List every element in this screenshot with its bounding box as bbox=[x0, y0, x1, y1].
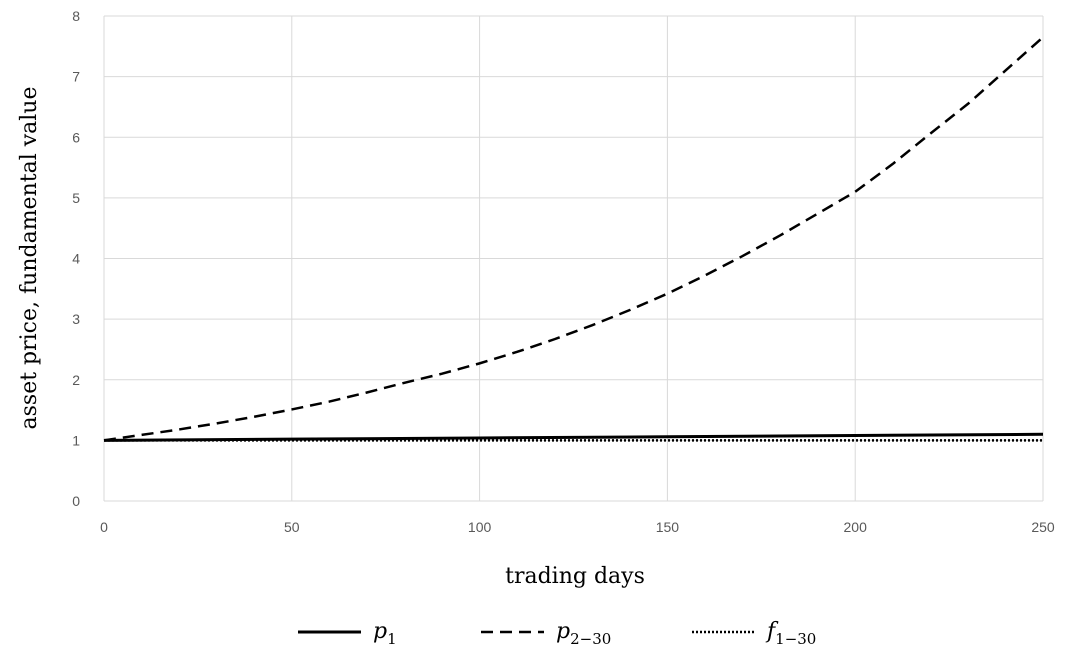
x-tick-label: 0 bbox=[100, 519, 108, 535]
y-tick-label: 0 bbox=[72, 493, 80, 509]
series-line-2 bbox=[103, 36, 1044, 442]
legend-item-1: p1 bbox=[298, 619, 397, 648]
series-lines bbox=[103, 36, 1044, 442]
gridlines bbox=[103, 15, 1044, 502]
x-tick-label: 250 bbox=[1031, 519, 1055, 535]
legend-label: p2−30 bbox=[556, 619, 611, 648]
x-axis-title: trading days bbox=[505, 564, 645, 589]
legend-item-3: f1−30 bbox=[692, 619, 816, 648]
y-tick-label: 1 bbox=[72, 432, 80, 448]
x-tick-label: 50 bbox=[284, 519, 300, 535]
y-tick-label: 7 bbox=[72, 69, 80, 85]
legend: p1 p2−30 f1−30 bbox=[298, 619, 816, 648]
y-tick-labels: 0 1 2 3 4 5 6 7 8 bbox=[72, 8, 80, 509]
y-tick-label: 4 bbox=[72, 251, 80, 267]
y-tick-label: 6 bbox=[72, 129, 80, 145]
x-tick-label: 100 bbox=[468, 519, 492, 535]
y-tick-label: 3 bbox=[72, 311, 80, 327]
legend-item-2: p2−30 bbox=[481, 619, 611, 648]
legend-label: f1−30 bbox=[765, 619, 816, 648]
x-tick-label: 200 bbox=[844, 519, 868, 535]
y-tick-label: 5 bbox=[72, 190, 80, 206]
x-tick-label: 150 bbox=[656, 519, 680, 535]
y-tick-label: 8 bbox=[72, 8, 80, 24]
x-tick-labels: 0 50 100 150 200 250 bbox=[100, 519, 1055, 535]
y-axis-title: asset price, fundamental value bbox=[17, 87, 42, 430]
legend-label: p1 bbox=[373, 619, 397, 648]
y-tick-label: 2 bbox=[72, 372, 80, 388]
